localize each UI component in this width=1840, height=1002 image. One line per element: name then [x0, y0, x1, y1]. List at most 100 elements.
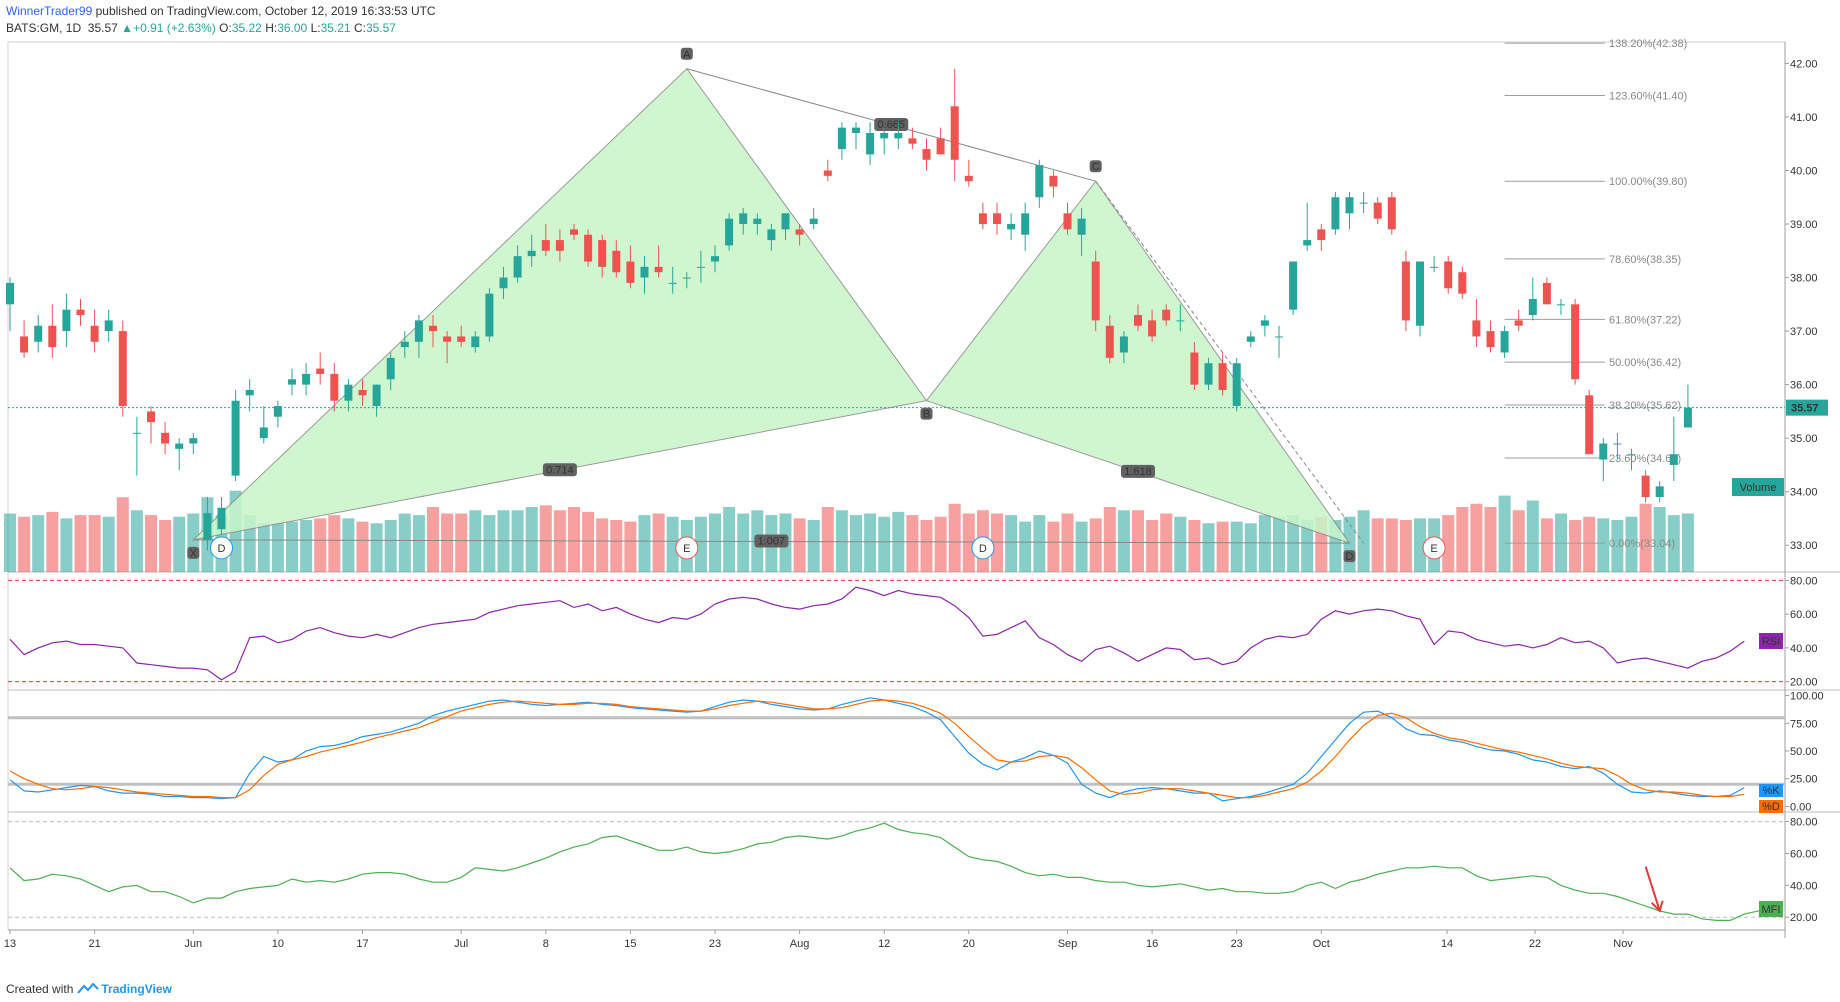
harmonic-point-badge — [1089, 160, 1102, 173]
volume-bar — [568, 507, 580, 572]
fib-level-label: 138.20%(42.38) — [1609, 38, 1687, 50]
volume-bar — [483, 515, 496, 572]
candle-body — [485, 293, 494, 337]
time-tick-label: 13 — [4, 938, 16, 950]
change-value: +0.91 (+2.63%) — [133, 21, 216, 35]
candle-body — [866, 133, 875, 155]
volume-bar — [1188, 520, 1201, 572]
time-tick-label: 22 — [1529, 938, 1541, 950]
candle-body — [837, 127, 846, 150]
volume-bar — [1526, 500, 1539, 572]
price-tick-label: 42.00 — [1790, 58, 1818, 70]
time-tick-label: Oct — [1313, 938, 1330, 950]
mfi-badge — [1759, 901, 1783, 917]
event-marker-label: E — [1430, 543, 1437, 555]
time-tick-label: 21 — [88, 938, 100, 950]
annotation-arrow-head-icon — [1650, 900, 1664, 913]
harmonic-point-label: C — [1092, 161, 1100, 173]
mfi-line-mfi — [9, 822, 1773, 921]
candle-body — [1557, 304, 1565, 306]
candle-body — [1345, 197, 1354, 214]
rsi-axis-label: 20.00 — [1790, 677, 1818, 689]
volume-bar — [1399, 520, 1412, 572]
low-label: L: — [310, 21, 321, 35]
time-tick-label: Sep — [1058, 938, 1078, 950]
open-value: 35.22 — [231, 21, 262, 35]
candle-body — [809, 218, 818, 225]
fib-level-label: 61.80%(37.22) — [1609, 314, 1681, 326]
volume-bar — [88, 515, 101, 572]
volume-bar — [1371, 518, 1384, 572]
author-link[interactable]: WinnerTrader99 — [6, 4, 93, 18]
harmonic-ratio-label: 0.714 — [546, 464, 574, 476]
candle-body — [1007, 224, 1016, 230]
volume-bar — [807, 520, 820, 572]
candle-body — [147, 411, 155, 423]
volume-badge — [1732, 478, 1784, 496]
candle-body — [499, 277, 508, 289]
time-tick-label: 8 — [543, 938, 549, 950]
volume-bar — [60, 518, 73, 572]
last-price-badge — [1786, 399, 1828, 416]
candle-body — [358, 389, 367, 396]
candle-body — [34, 325, 43, 342]
candle-body — [1655, 486, 1664, 498]
volume-bar — [1583, 516, 1596, 572]
volume-bar — [596, 518, 609, 572]
candle-body — [1373, 202, 1382, 219]
candle-body — [175, 443, 184, 449]
volume-bar — [286, 521, 298, 572]
harmonic-ratio-label: 0.665 — [877, 119, 905, 131]
candle-body — [1585, 395, 1594, 455]
time-tick-label: Nov — [1613, 938, 1633, 950]
volume-bar — [1653, 507, 1666, 572]
candle-body — [964, 175, 973, 182]
candle-body — [273, 406, 282, 417]
candle-body — [1486, 331, 1495, 348]
candle-body — [1148, 320, 1157, 337]
candle-body — [795, 229, 804, 235]
mfi-axis-label: 80.00 — [1790, 817, 1818, 829]
candle-body — [1359, 202, 1368, 204]
candle-body — [1119, 336, 1128, 353]
candle-body — [217, 507, 226, 530]
candle-body — [739, 213, 748, 225]
candle-body — [189, 438, 198, 444]
time-tick-label: 10 — [272, 938, 284, 950]
candle-body — [668, 282, 677, 284]
harmonic-point-badge — [920, 407, 933, 420]
volume-bar — [793, 518, 806, 572]
volume-bar — [1681, 513, 1694, 572]
candle-body — [316, 368, 325, 374]
publish-line: WinnerTrader99 published on TradingView.… — [6, 4, 436, 19]
candle-body — [725, 218, 734, 246]
low-value: 35.21 — [320, 21, 351, 35]
volume-bar — [991, 513, 1003, 572]
volume-bar — [582, 511, 595, 572]
price-tick-label: 37.00 — [1790, 326, 1818, 338]
volume-bar — [159, 520, 172, 572]
volume-bar — [1132, 510, 1144, 572]
candle-body — [259, 427, 268, 439]
candle-body — [527, 250, 536, 257]
price-tick-label: 35.00 — [1790, 433, 1818, 445]
candle-body — [20, 336, 29, 353]
candle-body — [1613, 443, 1622, 445]
candle-body — [1683, 407, 1692, 428]
candle-body — [429, 325, 437, 332]
candle-body — [1275, 336, 1283, 338]
candle-body — [386, 357, 395, 380]
stoch-axis-label: 25.00 — [1790, 774, 1818, 786]
candle-body — [48, 325, 57, 348]
fib-level-label: 100.00%(39.80) — [1609, 176, 1687, 188]
volume-bar — [1033, 515, 1046, 572]
price-tick-label: 33.00 — [1790, 540, 1818, 552]
fib-level-label: 50.00%(36.42) — [1609, 357, 1681, 369]
candle-body — [696, 266, 705, 268]
candle-body — [1401, 261, 1410, 321]
tradingview-logo[interactable]: TradingView — [77, 982, 172, 996]
volume-bar — [878, 516, 891, 572]
candle-body — [443, 336, 452, 342]
harmonic-point-label: B — [923, 409, 930, 421]
